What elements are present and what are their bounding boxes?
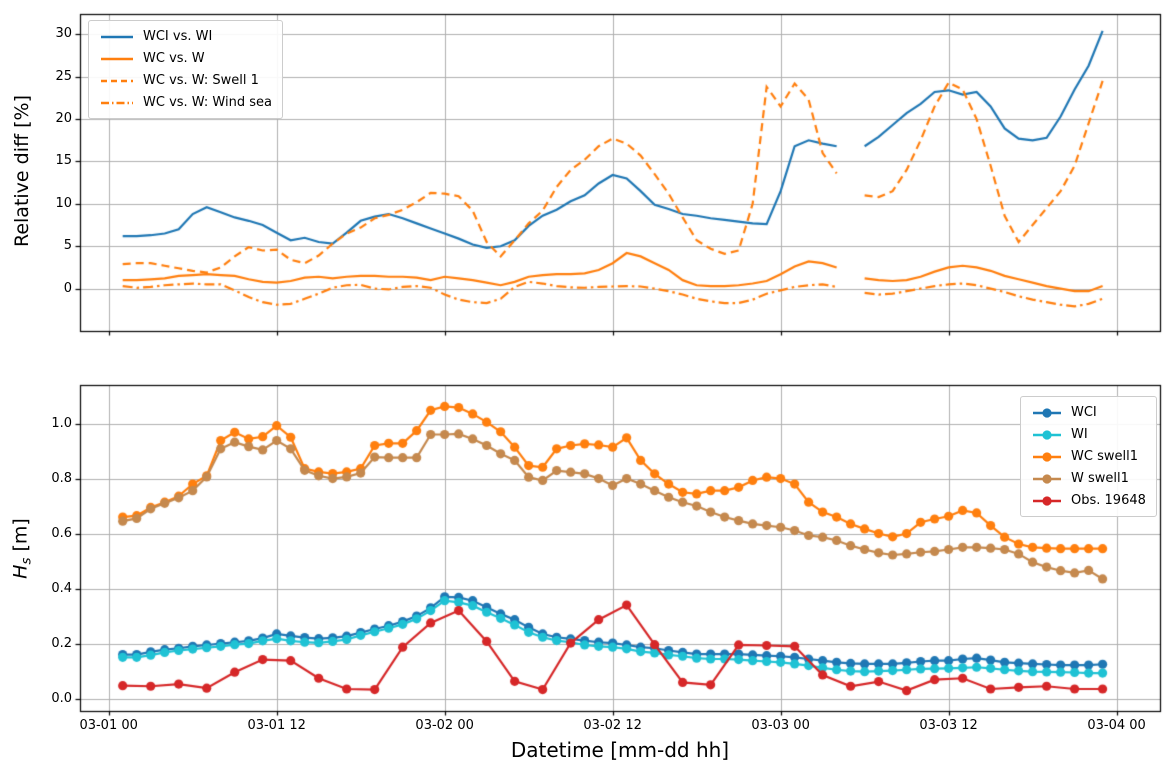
- line-sample-solid-orange-icon: [101, 57, 133, 60]
- legend-item-obs-19648: Obs. 19648: [1031, 492, 1146, 509]
- y-tick-label: 0.4: [51, 580, 72, 596]
- x-tick-label: 03-02 00: [415, 718, 474, 733]
- legend-top: WCI vs. WI WC vs. W WC vs. W: Swell 1 WC…: [88, 20, 283, 119]
- x-tick-label: 03-04 00: [1087, 718, 1146, 733]
- y-tick-label: 0.6: [51, 525, 72, 541]
- legend-label: W swell1: [1071, 471, 1129, 486]
- legend-label: WC vs. W: Swell 1: [143, 73, 259, 88]
- legend-item-wi: WI: [1031, 426, 1146, 443]
- x-tick-label: 03-03 00: [751, 718, 810, 733]
- y-tick-label: 5: [63, 238, 72, 254]
- line-sample-solid-blue-icon: [101, 35, 133, 38]
- hs-label-h: H: [9, 564, 32, 579]
- hs-label-sub: s: [19, 557, 35, 565]
- legend-bottom: WCI WI WC swell1 W swell1 Obs. 19648: [1020, 396, 1157, 517]
- legend-label: WI: [1071, 427, 1088, 442]
- legend-item-wci-vs-wi: WCI vs. WI: [99, 28, 272, 45]
- x-tick-label: 03-03 12: [919, 718, 978, 733]
- x-tick-label: 03-02 12: [583, 718, 642, 733]
- legend-label: Obs. 19648: [1071, 493, 1146, 508]
- top-plot-ylabel: Relative diff [%]: [11, 95, 33, 248]
- marker-sample-wci-icon: [1033, 407, 1061, 418]
- legend-label: WC swell1: [1071, 449, 1138, 464]
- legend-item-w-swell1: W swell1: [1031, 470, 1146, 487]
- legend-label: WC vs. W: [143, 51, 205, 66]
- y-tick-label: 20: [55, 111, 72, 127]
- marker-sample-w-swell1-icon: [1033, 473, 1061, 484]
- y-tick-label: 0.0: [51, 690, 72, 706]
- x-axis-label: Datetime [mm-dd hh]: [510, 738, 730, 762]
- y-tick-label: 0.8: [51, 470, 72, 486]
- y-tick-label: 25: [55, 68, 72, 84]
- x-tick-label: 03-01 12: [247, 718, 306, 733]
- y-tick-label: 15: [55, 153, 72, 169]
- legend-item-wc-vs-w-windsea: WC vs. W: Wind sea: [99, 94, 272, 111]
- x-tick-label: 03-01 00: [79, 718, 138, 733]
- legend-label: WC vs. W: Wind sea: [143, 95, 272, 110]
- bottom-plot-ylabel: Hs [m]: [10, 399, 35, 699]
- legend-item-wc-vs-w: WC vs. W: [99, 50, 272, 67]
- legend-item-wc-swell1: WC swell1: [1031, 448, 1146, 465]
- legend-item-wci: WCI: [1031, 404, 1146, 421]
- y-tick-label: 10: [55, 195, 72, 211]
- marker-sample-wc-swell1-icon: [1033, 451, 1061, 462]
- marker-sample-obs-icon: [1033, 495, 1061, 506]
- y-tick-label: 1.0: [51, 415, 72, 431]
- legend-label: WCI vs. WI: [143, 29, 213, 44]
- y-tick-label: 0: [63, 280, 72, 296]
- y-tick-label: 30: [55, 26, 72, 42]
- marker-sample-wi-icon: [1033, 429, 1061, 440]
- line-sample-dashed-icon: [101, 79, 133, 82]
- line-sample-dashdot-icon: [101, 101, 133, 104]
- legend-label: WCI: [1071, 405, 1097, 420]
- y-tick-label: 0.2: [51, 635, 72, 651]
- legend-item-wc-vs-w-swell1: WC vs. W: Swell 1: [99, 72, 272, 89]
